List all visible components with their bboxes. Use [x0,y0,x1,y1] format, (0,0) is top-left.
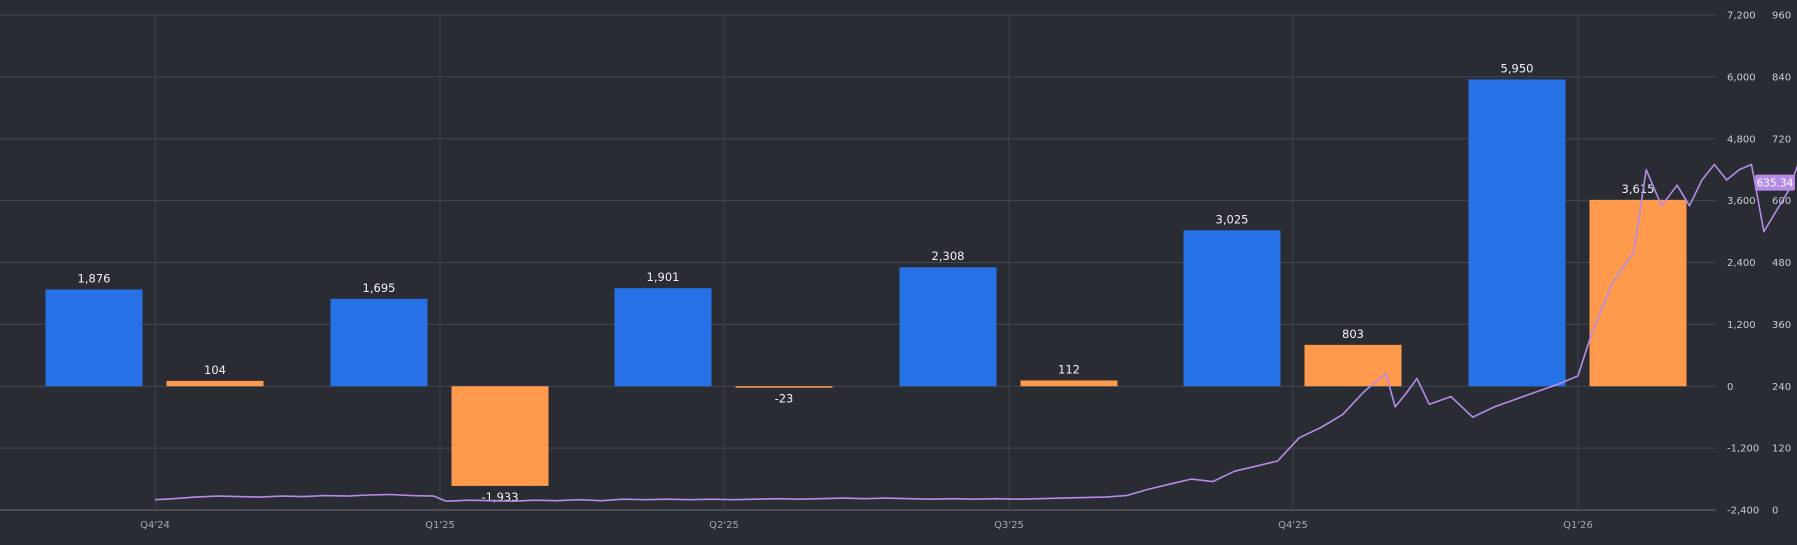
bar-series-1 [1183,230,1281,387]
x-tick-label: Q1'26 [1563,520,1593,531]
x-tick-label: Q1'25 [425,520,455,531]
bar-data-label: 5,950 [1501,61,1534,75]
y-left-tick-label: 6,000 [1727,72,1756,83]
current-value-badge [1755,174,1795,191]
current-value-label: 635.34 [1757,178,1794,190]
bar-series-2 [1304,344,1402,387]
y-left-tick-label: -2,400 [1727,506,1759,517]
bar-series-1 [614,288,712,387]
x-tick-label: Q4'24 [140,520,170,531]
y-right-tick-label: 240 [1772,382,1791,393]
bar-data-label: 803 [1342,327,1364,341]
y-left-tick-label: 4,800 [1727,134,1756,145]
x-tick-label: Q2'25 [709,520,739,531]
bar-series-1 [899,267,997,387]
y-left-tick-label: 3,600 [1727,196,1756,207]
bar-series-2 [451,386,549,486]
bar-data-label: 2,308 [932,249,965,263]
y-left-tick-label: 2,400 [1727,258,1756,269]
bar-data-label: -23 [775,391,794,405]
y-left-tick-label: 0 [1727,382,1733,393]
bar-series-1 [45,289,143,387]
y-left-tick-label: 1,200 [1727,320,1756,331]
bar-data-label: 1,695 [363,281,396,295]
y-right-tick-label: 120 [1772,444,1791,455]
bar-data-label: 112 [1058,362,1080,376]
bar-data-label: 3,615 [1622,182,1655,196]
y-right-tick-label: 960 [1772,11,1791,22]
y-left-tick-label: -1,200 [1727,444,1759,455]
bar-data-label: 1,901 [647,270,680,284]
bar-data-label: 104 [204,363,226,377]
line-series [154,163,1797,502]
bar-series-1 [1468,79,1566,387]
x-tick-label: Q4'25 [1278,520,1308,531]
bar-series-2 [1020,380,1118,387]
y-right-tick-label: 480 [1772,258,1791,269]
bar-data-label: 1,876 [78,272,111,286]
bar-series-2 [166,380,264,387]
y-right-tick-label: 360 [1772,320,1791,331]
y-right-tick-label: 0 [1772,506,1778,517]
y-right-tick-label: 720 [1772,134,1791,145]
y-right-tick-label: 840 [1772,72,1791,83]
x-tick-label: Q3'25 [994,520,1024,531]
bar-series-2 [735,386,833,388]
bar-series-2 [1589,199,1687,387]
bar-data-label: 3,025 [1216,212,1249,226]
bar-series-1 [330,298,428,387]
y-left-tick-label: 7,200 [1727,11,1756,22]
